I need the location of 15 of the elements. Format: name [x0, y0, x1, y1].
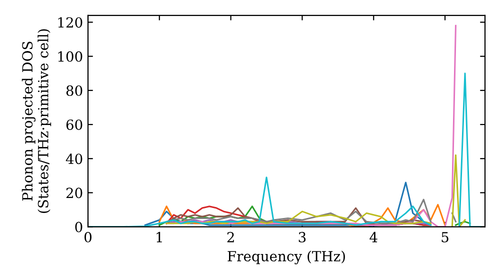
y-tick-label: 100: [58, 51, 82, 62]
y-tick-label: 120: [58, 17, 82, 28]
y-tick-label: 80: [66, 85, 82, 96]
y-tick-label: 0: [75, 222, 82, 232]
y-tick-label: 20: [66, 188, 82, 198]
x-axis-title: Frequency (THz): [228, 250, 345, 264]
y-axis-title: Phonon projected DOS (States/THz·primitive cell): [22, 29, 52, 213]
x-tick-label: 0: [84, 232, 92, 242]
x-tick-label: 1: [156, 232, 162, 242]
x-tick-label: 2: [227, 232, 234, 242]
x-tick-label: 3: [298, 232, 306, 242]
x-tick-label: 5: [442, 232, 448, 242]
x-tick-label: 4: [370, 232, 378, 242]
y-tick-label: 40: [66, 154, 82, 164]
y-tick-label: 60: [66, 119, 82, 130]
